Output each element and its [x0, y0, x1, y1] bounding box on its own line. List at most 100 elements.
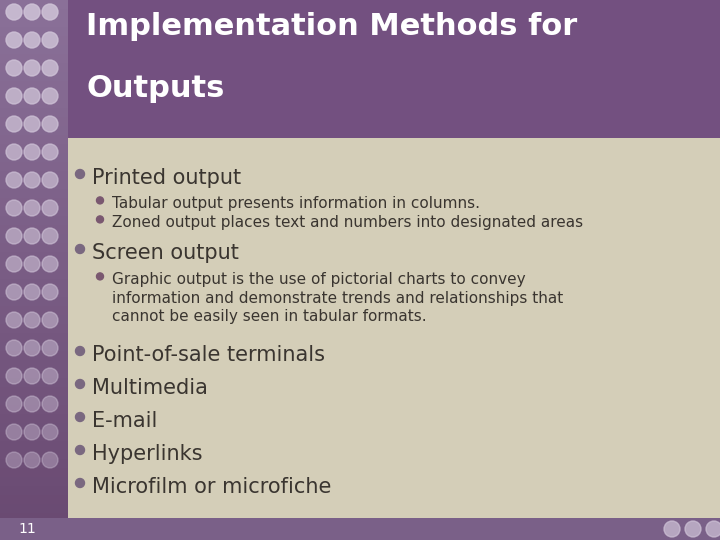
Bar: [0, 153, 68, 162]
Circle shape: [76, 245, 84, 253]
Circle shape: [76, 446, 84, 455]
Circle shape: [42, 116, 58, 132]
Circle shape: [6, 340, 22, 356]
Bar: [0, 36, 68, 45]
Circle shape: [24, 368, 40, 384]
Bar: [0, 477, 68, 486]
Circle shape: [42, 144, 58, 160]
Circle shape: [6, 256, 22, 272]
Bar: [0, 297, 68, 306]
Circle shape: [42, 88, 58, 104]
Bar: [0, 333, 68, 342]
Circle shape: [24, 4, 40, 20]
Circle shape: [76, 380, 84, 388]
Bar: [0, 288, 68, 297]
Bar: [0, 144, 68, 153]
Circle shape: [24, 396, 40, 412]
Circle shape: [42, 32, 58, 48]
Text: Screen output: Screen output: [92, 243, 239, 263]
Text: Point-of-sale terminals: Point-of-sale terminals: [92, 345, 325, 365]
Bar: [0, 378, 68, 387]
Bar: [0, 18, 68, 27]
Bar: [0, 513, 68, 522]
Bar: [0, 360, 68, 369]
Text: Microfilm or microfiche: Microfilm or microfiche: [92, 477, 331, 497]
Circle shape: [24, 424, 40, 440]
Circle shape: [42, 368, 58, 384]
Circle shape: [24, 200, 40, 216]
Circle shape: [96, 216, 104, 223]
Bar: [0, 45, 68, 54]
Bar: [0, 81, 68, 90]
Bar: [0, 72, 68, 81]
Bar: [0, 90, 68, 99]
Circle shape: [6, 60, 22, 76]
Circle shape: [42, 424, 58, 440]
Bar: [0, 207, 68, 216]
Circle shape: [24, 32, 40, 48]
Bar: [0, 405, 68, 414]
Circle shape: [6, 424, 22, 440]
Circle shape: [24, 88, 40, 104]
Circle shape: [24, 452, 40, 468]
Bar: [0, 351, 68, 360]
Bar: [0, 495, 68, 504]
Bar: [0, 441, 68, 450]
Bar: [0, 135, 68, 144]
Bar: [0, 117, 68, 126]
Bar: [0, 63, 68, 72]
Bar: [0, 198, 68, 207]
Circle shape: [76, 413, 84, 422]
Bar: [0, 261, 68, 270]
Bar: [0, 369, 68, 378]
Circle shape: [24, 116, 40, 132]
Circle shape: [24, 340, 40, 356]
Bar: [0, 162, 68, 171]
Circle shape: [42, 200, 58, 216]
Bar: [0, 450, 68, 459]
Bar: [0, 468, 68, 477]
Circle shape: [42, 284, 58, 300]
Circle shape: [685, 521, 701, 537]
Circle shape: [96, 273, 104, 280]
Text: Hyperlinks: Hyperlinks: [92, 444, 202, 464]
Circle shape: [6, 368, 22, 384]
Circle shape: [6, 396, 22, 412]
Circle shape: [42, 452, 58, 468]
Circle shape: [6, 312, 22, 328]
Circle shape: [24, 256, 40, 272]
Circle shape: [42, 60, 58, 76]
Circle shape: [24, 284, 40, 300]
Bar: [0, 9, 68, 18]
Bar: [0, 387, 68, 396]
Bar: [0, 243, 68, 252]
Circle shape: [42, 256, 58, 272]
Bar: [0, 504, 68, 513]
Bar: [0, 99, 68, 108]
Bar: [0, 27, 68, 36]
Bar: [0, 108, 68, 117]
Bar: [68, 138, 720, 518]
Circle shape: [24, 312, 40, 328]
Circle shape: [24, 60, 40, 76]
Bar: [0, 189, 68, 198]
Bar: [0, 518, 720, 540]
Circle shape: [42, 172, 58, 188]
Circle shape: [42, 228, 58, 244]
Circle shape: [664, 521, 680, 537]
Circle shape: [706, 521, 720, 537]
Bar: [0, 414, 68, 423]
Bar: [0, 432, 68, 441]
Circle shape: [24, 144, 40, 160]
Bar: [0, 306, 68, 315]
Text: Printed output: Printed output: [92, 168, 241, 188]
Circle shape: [6, 228, 22, 244]
Bar: [68, 0, 720, 138]
Text: Tabular output presents information in columns.: Tabular output presents information in c…: [112, 196, 480, 211]
Circle shape: [6, 172, 22, 188]
Circle shape: [6, 116, 22, 132]
Circle shape: [42, 340, 58, 356]
Text: Multimedia: Multimedia: [92, 378, 208, 398]
Text: E-mail: E-mail: [92, 411, 158, 431]
Bar: [0, 396, 68, 405]
